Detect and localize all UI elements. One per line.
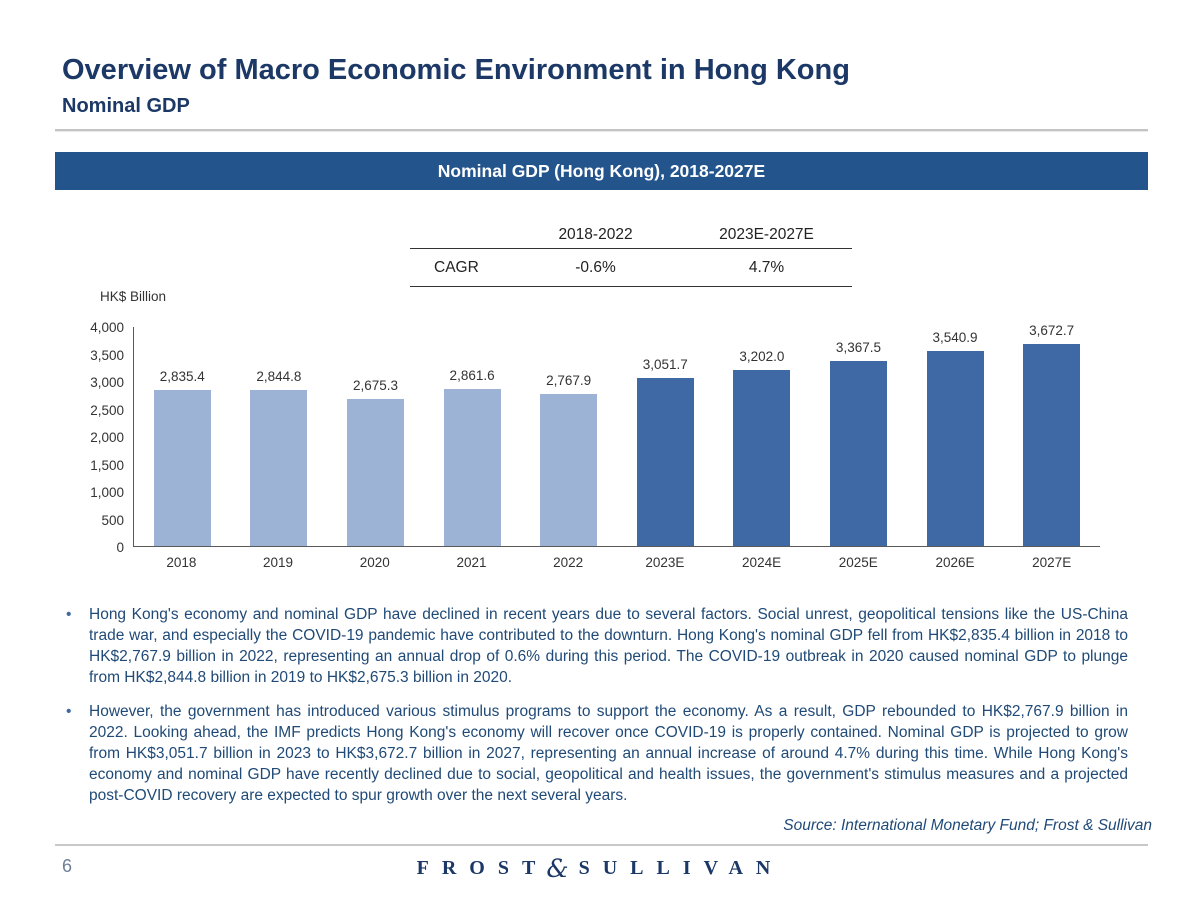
- bar-value-label: 3,540.9: [932, 330, 978, 346]
- y-tick-label: 4,000: [90, 320, 124, 335]
- cagr-value-1: -0.6%: [575, 258, 616, 276]
- bar-value-label: 2,675.3: [352, 377, 399, 393]
- bar-value-label: 2,835.4: [159, 369, 205, 385]
- y-tick-label: 0: [116, 540, 124, 555]
- x-axis-label: 2027E: [1032, 555, 1072, 570]
- bar-slot-2018: 2,835.4: [134, 327, 231, 546]
- bullet-item: Hong Kong's economy and nominal GDP have…: [62, 604, 1128, 688]
- footer-divider: [55, 844, 1148, 846]
- bar-slot-2026E: 3,540.9: [907, 327, 1004, 546]
- bar-2023E: [636, 378, 694, 546]
- cagr-values-row: CAGR -0.6% 4.7%: [410, 249, 852, 287]
- bar-2018: [153, 390, 211, 546]
- y-tick-label: 1,500: [90, 457, 124, 473]
- bar-2019: [250, 389, 308, 546]
- chart-plot: 2,835.4 2,844.8 2,675.3 2,861.6 2,767.9 3,051…: [133, 323, 1100, 547]
- bar-value-label: 2,844.8: [256, 368, 302, 384]
- y-tick-label: 500: [101, 512, 124, 528]
- cagr-period-2: 2023E-2027E: [719, 225, 814, 243]
- bar-slot-2021: 2,861.6: [424, 327, 521, 546]
- cagr-table: 2018-2022 2023E-2027E CAGR -0.6% 4.7%: [410, 221, 852, 287]
- bar-slot-2020: 2,675.3: [327, 327, 424, 546]
- x-axis-label: 2020: [359, 555, 390, 570]
- frost-sullivan-logo: FROST & SULLIVAN: [0, 854, 1200, 883]
- y-tick-label: 3,000: [90, 375, 124, 390]
- bar-2026E: [926, 351, 984, 546]
- title-divider: [55, 129, 1148, 132]
- cagr-header-row: 2018-2022 2023E-2027E: [410, 221, 852, 249]
- chart-title: Nominal GDP (Hong Kong), 2018-2027E: [437, 160, 766, 181]
- bar-2024E: [733, 369, 791, 546]
- bar-value-label: 3,051.7: [642, 357, 688, 373]
- bar-value-label: 2,767.9: [546, 372, 592, 388]
- x-axis-label: 2018: [166, 555, 197, 570]
- x-axis-label: 2023E: [645, 555, 685, 570]
- bar-value-label: 3,202.0: [739, 348, 785, 364]
- bar-2020: [346, 398, 404, 546]
- x-axis-label: 2019: [263, 555, 294, 570]
- bar-slot-2024E: 3,202.0: [714, 327, 811, 546]
- bar-slot-2027E: 3,672.7: [1003, 323, 1100, 546]
- bar-value-label: 3,672.7: [1029, 323, 1075, 339]
- x-axis-label: 2026E: [935, 555, 975, 570]
- logo-word-sullivan: SULLIVAN: [578, 857, 784, 879]
- logo-ampersand-icon: &: [546, 854, 569, 883]
- y-tick-label: 2,000: [90, 430, 124, 445]
- cagr-period-1: 2018-2022: [558, 225, 633, 243]
- page-number: 6: [62, 856, 73, 876]
- bar-slot-2025E: 3,367.5: [810, 327, 907, 546]
- y-axis-unit-label: HK$ Billion: [100, 289, 167, 304]
- bar-2025E: [829, 360, 887, 546]
- chart-x-axis: 2018 2019 2020 2021 2022 2023E 2024E 2025E 2026E…: [133, 547, 1100, 570]
- page-subtitle: Nominal GDP: [62, 95, 190, 117]
- bar-chart: 0 500 1,000 1,500 2,000 2,500 3,000 3,500 4,000 …: [58, 320, 1100, 570]
- chart-inner: 0 500 1,000 1,500 2,000 2,500 3,000 3,500 4,000 …: [58, 320, 1100, 555]
- y-tick-label: 1,000: [90, 485, 124, 500]
- bullet-item: However, the government has introduced v…: [62, 701, 1128, 806]
- bar-slot-2022: 2,767.9: [520, 327, 617, 546]
- bar-2027E: [1023, 344, 1081, 546]
- x-axis-label: 2024E: [742, 555, 782, 570]
- x-axis-label: 2021: [456, 555, 487, 570]
- chart-y-axis: 0 500 1,000 1,500 2,000 2,500 3,000 3,500 4,000: [58, 320, 133, 555]
- bar-value-label: 2,861.6: [449, 367, 495, 383]
- page-title: Overview of Macro Economic Environment i…: [62, 54, 850, 86]
- y-tick-label: 3,500: [90, 347, 124, 363]
- x-axis-label: 2022: [553, 555, 584, 570]
- cagr-row-label: CAGR: [434, 258, 479, 276]
- bar-slot-2019: 2,844.8: [231, 327, 328, 546]
- bar-value-label: 3,367.5: [835, 339, 881, 355]
- bar-2021: [443, 388, 501, 546]
- logo-word-frost: FROST: [416, 857, 549, 879]
- bar-2022: [540, 393, 598, 546]
- bullet-list: Hong Kong's economy and nominal GDP have…: [62, 604, 1128, 819]
- y-tick-label: 2,500: [90, 402, 124, 418]
- cagr-value-2: 4.7%: [748, 258, 785, 276]
- chart-title-banner: Nominal GDP (Hong Kong), 2018-2027E: [55, 152, 1148, 190]
- bar-slot-2023E: 3,051.7: [617, 327, 714, 546]
- x-axis-label: 2025E: [838, 555, 878, 570]
- source-note: Source: International Monetary Fund; Fro…: [783, 817, 1152, 834]
